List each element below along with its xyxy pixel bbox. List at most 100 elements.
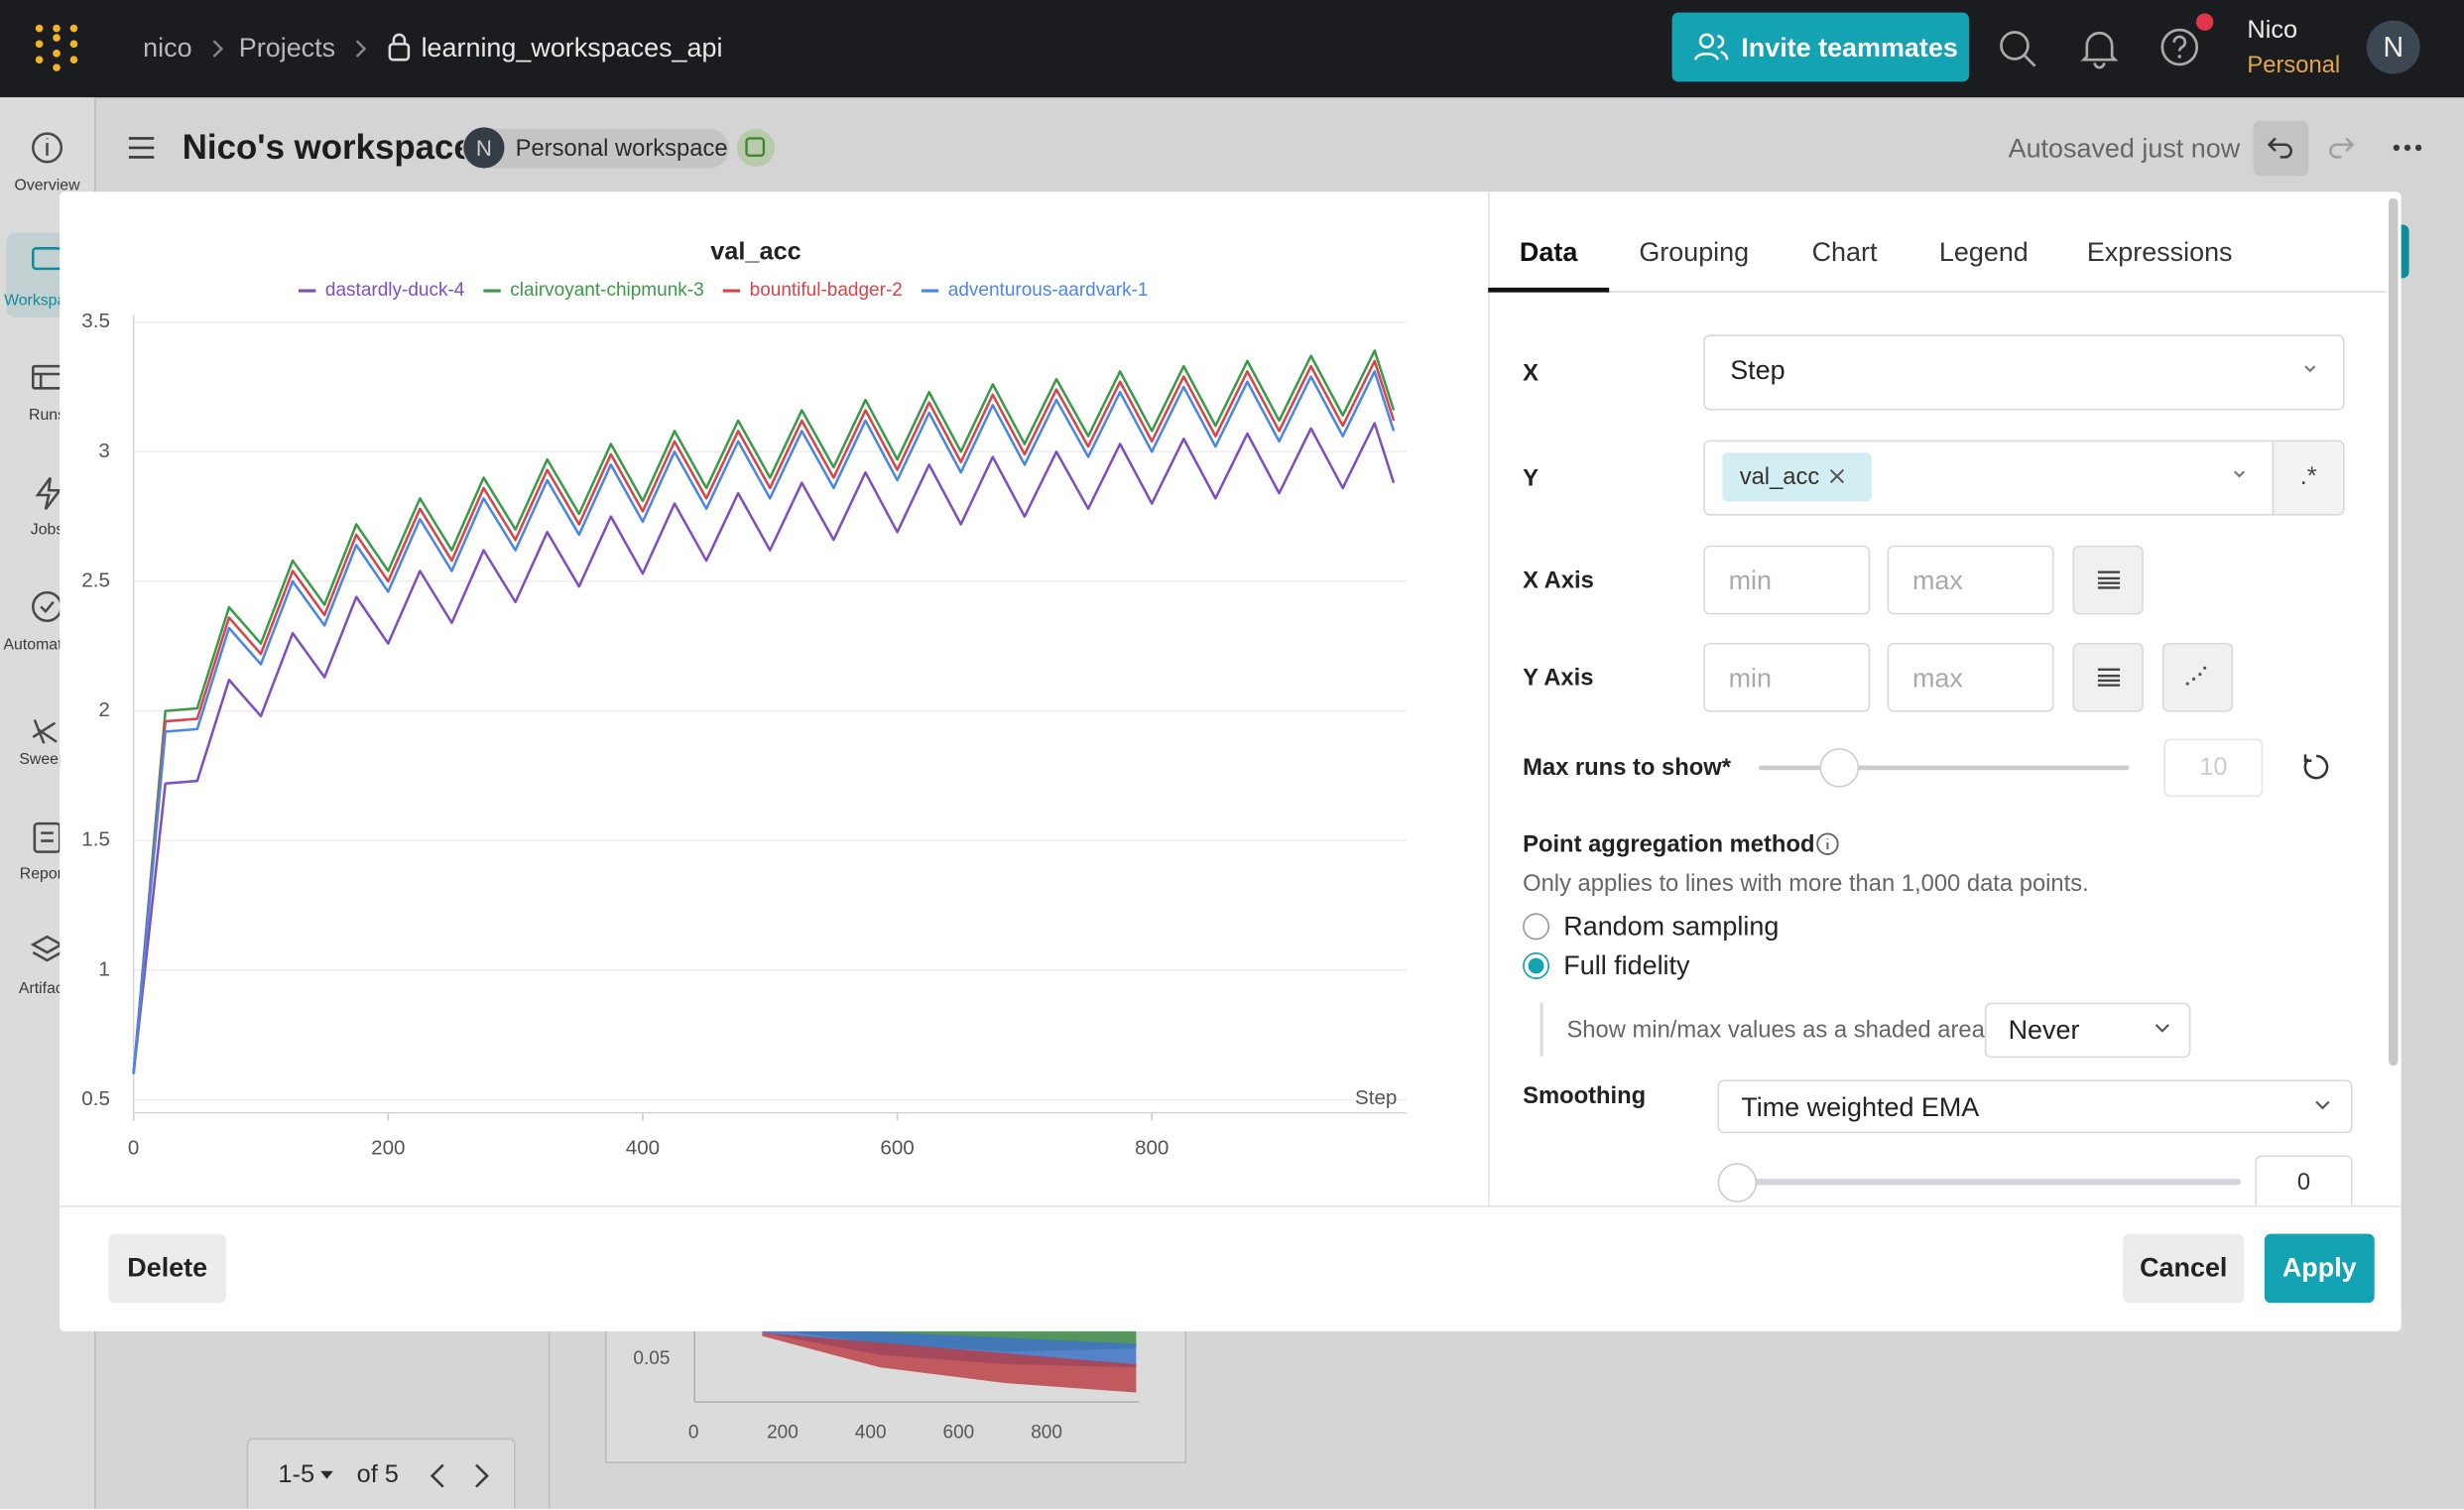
series-line xyxy=(132,370,1396,1074)
radio-label[interactable]: Random sampling xyxy=(1563,911,1780,942)
y-log-button[interactable] xyxy=(2161,642,2234,712)
field-label: X Axis xyxy=(1523,566,1594,594)
background-x-tick: 0 xyxy=(687,1421,699,1444)
lock-icon xyxy=(388,33,411,62)
slider-knob[interactable] xyxy=(1819,748,1860,788)
reset-icon[interactable] xyxy=(2302,753,2331,782)
top-bar xyxy=(0,0,2464,98)
workspace-badge-label: Personal workspace xyxy=(515,135,728,163)
breadcrumb[interactable]: nico xyxy=(143,33,192,63)
field-label: Y Axis xyxy=(1523,665,1594,692)
chart-title: val_acc xyxy=(710,238,801,266)
user-avatar[interactable]: N xyxy=(2366,20,2420,74)
radio[interactable] xyxy=(1523,913,1550,941)
sidebar-item[interactable]: Jobs xyxy=(30,521,64,540)
tab[interactable]: Grouping xyxy=(1639,237,1750,268)
y-tick-label: 3 xyxy=(98,440,109,462)
undo-button[interactable] xyxy=(2253,120,2309,177)
tab[interactable]: Chart xyxy=(1811,237,1878,268)
y-tick-label: 1 xyxy=(98,957,109,980)
user-name[interactable]: Nico xyxy=(2247,17,2298,45)
panel-divider xyxy=(1488,191,1490,1206)
x-tick-label: 600 xyxy=(880,1136,914,1159)
x-max-input[interactable] xyxy=(1887,545,2054,615)
breadcrumb[interactable]: Projects xyxy=(238,33,336,63)
scrollbar[interactable] xyxy=(2388,197,2399,1067)
tab[interactable]: Expressions xyxy=(2086,237,2233,268)
bell-icon[interactable] xyxy=(2080,29,2119,69)
pager-arrows[interactable] xyxy=(425,1461,495,1490)
field-label: Max runs to show* xyxy=(1523,754,1732,782)
pager-caret xyxy=(320,1470,333,1479)
search-icon[interactable] xyxy=(1998,29,2038,69)
radio[interactable] xyxy=(1523,952,1550,979)
smoothing-method[interactable]: Time weighted EMA xyxy=(1741,1092,1980,1123)
log-icon xyxy=(2185,666,2207,686)
chevron xyxy=(2304,365,2316,373)
placeholder: max xyxy=(1911,663,1963,693)
smoothing-select[interactable] xyxy=(1717,1079,2353,1134)
more-icon[interactable] xyxy=(2392,138,2423,157)
scale-icon xyxy=(2097,570,2121,589)
y-tick-label: 3.5 xyxy=(81,310,110,332)
y-tick-label: 2.5 xyxy=(81,568,110,591)
radio-label[interactable]: Full fidelity xyxy=(1563,950,1690,981)
y-tick-label: 2 xyxy=(98,698,109,721)
background-x-tick: 800 xyxy=(1031,1421,1062,1444)
regex-button[interactable]: .* xyxy=(2272,440,2345,516)
legend-label: dastardly-duck-4 xyxy=(325,280,465,301)
x-min-input[interactable] xyxy=(1703,545,1871,615)
slider-track xyxy=(1758,765,2130,771)
delete-button[interactable]: Delete xyxy=(108,1233,227,1304)
background-y-tick: 0.05 xyxy=(633,1346,671,1369)
series-line xyxy=(132,359,1396,1074)
apply-button[interactable]: Apply xyxy=(2264,1233,2375,1304)
x-select[interactable] xyxy=(1703,334,2345,411)
menu-icon[interactable] xyxy=(127,135,156,160)
chip-remove[interactable] xyxy=(1827,467,1846,486)
workspace-avatar: N xyxy=(463,127,505,169)
x-tick-label: 800 xyxy=(1135,1136,1169,1159)
scale-icon xyxy=(2097,668,2121,687)
slider-knob[interactable] xyxy=(1717,1163,1758,1202)
shaded-label: Show min/max values as a shaded area xyxy=(1566,1016,1985,1044)
cancel-button[interactable]: Cancel xyxy=(2123,1233,2245,1304)
tab-border xyxy=(1488,291,2386,293)
footer-divider xyxy=(60,1205,2402,1207)
y-scale-button[interactable] xyxy=(2072,642,2144,712)
sidebar-item[interactable]: Overview xyxy=(14,178,80,195)
section-note: Only applies to lines with more than 1,0… xyxy=(1523,870,2089,898)
breadcrumb[interactable]: learning_workspaces_api xyxy=(421,33,723,63)
y-min-input[interactable] xyxy=(1703,642,1871,712)
invite-label[interactable]: Invite teammates xyxy=(1741,33,1958,63)
undo-icon xyxy=(2267,137,2293,159)
chevron xyxy=(212,40,224,58)
help-icon[interactable] xyxy=(2159,10,2216,69)
x-tick-label: 400 xyxy=(626,1136,660,1159)
x-scale-button[interactable] xyxy=(2072,545,2144,615)
tab[interactable]: Data xyxy=(1519,237,1578,268)
x-tick-label: 200 xyxy=(371,1136,405,1159)
smoothing-input[interactable]: 0 xyxy=(2255,1155,2353,1206)
field-label: X xyxy=(1523,359,1539,387)
tab[interactable]: Legend xyxy=(1938,237,2029,268)
pager-range[interactable]: 1-5 xyxy=(278,1461,315,1489)
shaded-select[interactable] xyxy=(1984,1002,2191,1059)
x-select-value[interactable]: Step xyxy=(1730,355,1786,386)
logo[interactable] xyxy=(32,22,82,72)
background-x-tick: 600 xyxy=(942,1421,975,1444)
chevron xyxy=(2155,1024,2169,1033)
sidebar-item[interactable]: Runs xyxy=(29,407,66,425)
legend-label: adventurous-aardvark-1 xyxy=(948,280,1149,301)
autosave-status: Autosaved just now xyxy=(2008,133,2241,164)
placeholder: max xyxy=(1911,566,1963,596)
y-tick-label: 0.5 xyxy=(81,1087,110,1110)
edit-badge[interactable] xyxy=(736,128,776,167)
y-max-input[interactable] xyxy=(1887,642,2054,712)
redo-icon[interactable] xyxy=(2324,135,2356,160)
max-runs-input[interactable]: 10 xyxy=(2163,738,2264,798)
user-plan[interactable]: Personal xyxy=(2247,52,2341,79)
info-icon[interactable] xyxy=(1815,831,1840,856)
shaded-value[interactable]: Never xyxy=(2008,1015,2080,1046)
